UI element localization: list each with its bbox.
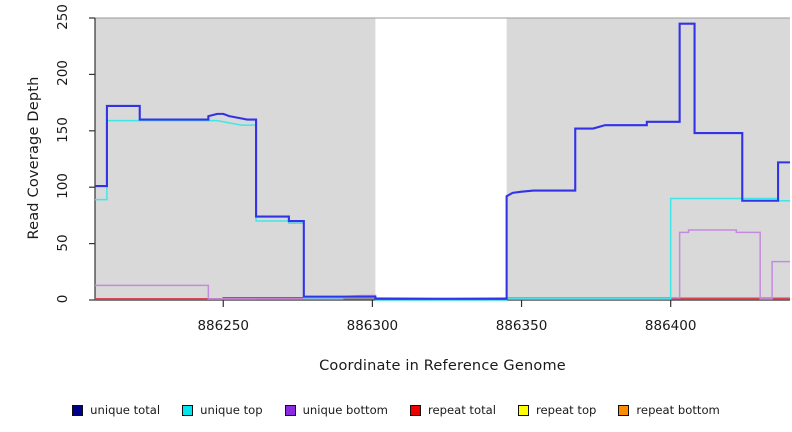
y-tick-0: 0 [55, 294, 71, 304]
legend-swatch-icon [517, 404, 529, 416]
legend-label: unique top [200, 403, 263, 417]
legend-item-unique-top[interactable]: unique top [182, 403, 263, 417]
x-tick-886300: 886300 [346, 318, 399, 334]
x-axis-title: Coordinate in Reference Genome [319, 358, 566, 374]
legend-label: unique bottom [302, 403, 388, 417]
legend-swatch-icon [284, 404, 296, 416]
legend-item-unique-total[interactable]: unique total [72, 403, 160, 417]
series-unique-top [95, 119, 790, 301]
legend-label: repeat total [427, 403, 496, 417]
legend-label: repeat top [535, 403, 597, 417]
legend-label: repeat bottom [636, 403, 720, 417]
legend-item-repeat-top[interactable]: repeat top [517, 403, 597, 417]
legend-item-repeat-bottom[interactable]: repeat bottom [618, 403, 720, 417]
legend-item-repeat-total[interactable]: repeat total [409, 403, 496, 417]
legend-swatch-icon [72, 404, 84, 416]
y-tick-150: 150 [55, 116, 71, 143]
y-tick-200: 200 [55, 60, 71, 87]
legend-swatch-icon [409, 404, 421, 416]
chart-legend: unique total unique top unique bottom repea… [0, 398, 792, 422]
y-tick-250: 250 [55, 4, 71, 30]
legend-swatch-icon [618, 404, 630, 416]
panel-background-0 [95, 18, 376, 300]
series-unique-total [95, 22, 790, 300]
y-axis-title: Read Coverage Depth [26, 76, 42, 240]
y-tick-50: 50 [55, 234, 71, 252]
x-tick-886400: 886400 [644, 318, 697, 334]
legend-swatch-icon [182, 404, 194, 416]
panel-background-1 [506, 18, 790, 300]
legend-item-unique-bottom[interactable]: unique bottom [284, 403, 388, 417]
y-tick-100: 100 [55, 173, 71, 200]
legend-label: unique total [90, 403, 161, 417]
x-tick-886350: 886350 [495, 318, 548, 334]
x-tick-886250: 886250 [197, 318, 250, 334]
